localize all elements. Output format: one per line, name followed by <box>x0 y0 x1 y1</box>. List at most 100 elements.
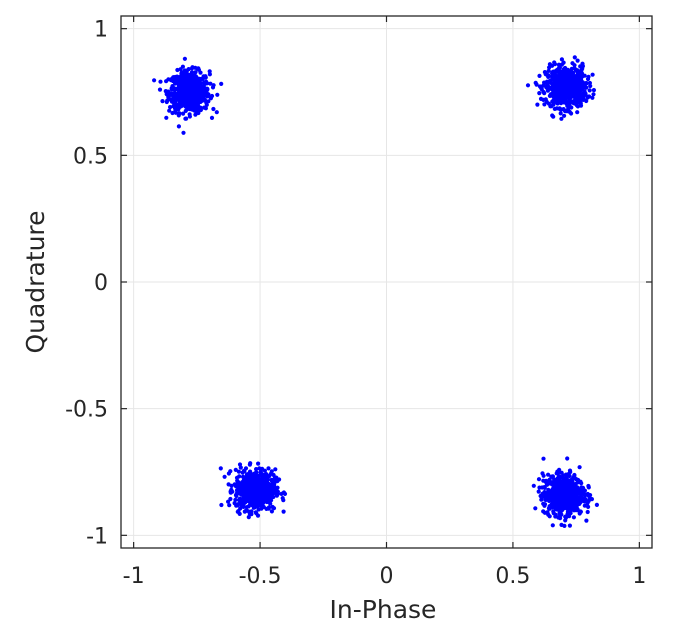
data-point <box>180 86 185 91</box>
data-point <box>583 493 588 498</box>
data-point <box>557 80 562 85</box>
data-point <box>559 96 565 101</box>
data-point <box>590 72 595 77</box>
data-point <box>164 115 169 120</box>
data-point <box>571 508 577 513</box>
data-point <box>561 60 566 65</box>
data-point <box>269 509 274 514</box>
data-point <box>184 99 189 104</box>
data-point <box>218 466 223 471</box>
data-point <box>555 502 560 507</box>
data-point <box>280 496 285 501</box>
data-point <box>551 102 556 107</box>
data-point <box>194 108 199 113</box>
data-point <box>182 68 187 73</box>
data-point <box>552 98 557 103</box>
data-point <box>566 503 572 508</box>
data-point <box>246 515 251 520</box>
data-point <box>533 80 538 85</box>
data-point <box>549 474 554 479</box>
data-point <box>249 495 254 500</box>
data-point <box>568 69 574 74</box>
data-point <box>233 467 238 472</box>
data-point <box>219 81 224 86</box>
data-point <box>559 496 564 501</box>
data-point <box>235 503 240 508</box>
data-point <box>228 489 233 494</box>
data-point <box>246 478 252 483</box>
data-point <box>261 500 266 505</box>
data-point <box>543 497 548 502</box>
data-point <box>553 73 558 78</box>
data-point <box>560 88 566 94</box>
data-point <box>178 98 183 103</box>
data-point <box>208 96 213 101</box>
data-point <box>167 108 172 113</box>
data-point <box>181 82 186 87</box>
data-point <box>257 489 262 494</box>
data-point <box>571 92 576 97</box>
data-point <box>581 83 586 88</box>
data-point <box>573 483 578 488</box>
data-point <box>586 483 591 489</box>
x-tick-label: 0.5 <box>495 564 530 589</box>
data-point <box>203 93 208 98</box>
data-point <box>264 482 269 487</box>
grid <box>121 16 652 548</box>
data-point <box>168 105 173 110</box>
data-point <box>541 473 546 478</box>
data-point <box>536 477 542 482</box>
data-point <box>269 478 274 483</box>
data-point <box>170 110 175 116</box>
data-point <box>152 78 157 83</box>
data-point <box>233 497 238 502</box>
data-point <box>208 81 213 86</box>
data-point <box>262 491 267 496</box>
data-point <box>559 116 564 121</box>
data-point <box>183 77 188 82</box>
data-point <box>272 475 278 480</box>
data-point <box>264 472 269 477</box>
data-point <box>551 114 556 119</box>
y-tick-label: 1 <box>94 18 108 43</box>
data-point <box>182 56 187 61</box>
data-point <box>166 93 171 98</box>
data-point <box>265 477 270 482</box>
cluster-1 <box>152 56 224 135</box>
data-point <box>545 510 550 515</box>
data-point <box>568 493 573 498</box>
data-point <box>565 509 571 514</box>
data-point <box>193 92 198 97</box>
data-point <box>583 497 588 502</box>
x-axis-label: In-Phase <box>330 595 437 624</box>
data-point <box>580 91 586 97</box>
data-point <box>237 511 242 516</box>
data-point <box>567 109 572 115</box>
data-point <box>251 474 256 479</box>
data-point <box>175 67 180 73</box>
data-point <box>260 495 265 500</box>
data-point <box>557 484 562 489</box>
data-point <box>193 65 198 70</box>
data-point <box>268 501 273 506</box>
data-point <box>548 503 553 509</box>
data-point <box>269 498 274 503</box>
data-point <box>543 491 548 496</box>
data-point <box>561 473 566 478</box>
data-point <box>563 78 568 83</box>
data-point <box>176 124 181 129</box>
data-point <box>572 486 577 491</box>
data-point <box>551 497 556 502</box>
data-point <box>268 490 273 495</box>
data-point <box>546 479 552 484</box>
data-point <box>169 99 175 104</box>
data-point <box>585 501 590 506</box>
data-point <box>578 101 583 106</box>
data-point <box>166 89 171 94</box>
data-point <box>577 465 582 470</box>
data-point <box>219 502 224 508</box>
data-point <box>574 505 579 511</box>
data-point <box>192 87 197 92</box>
cluster-3 <box>218 461 288 520</box>
